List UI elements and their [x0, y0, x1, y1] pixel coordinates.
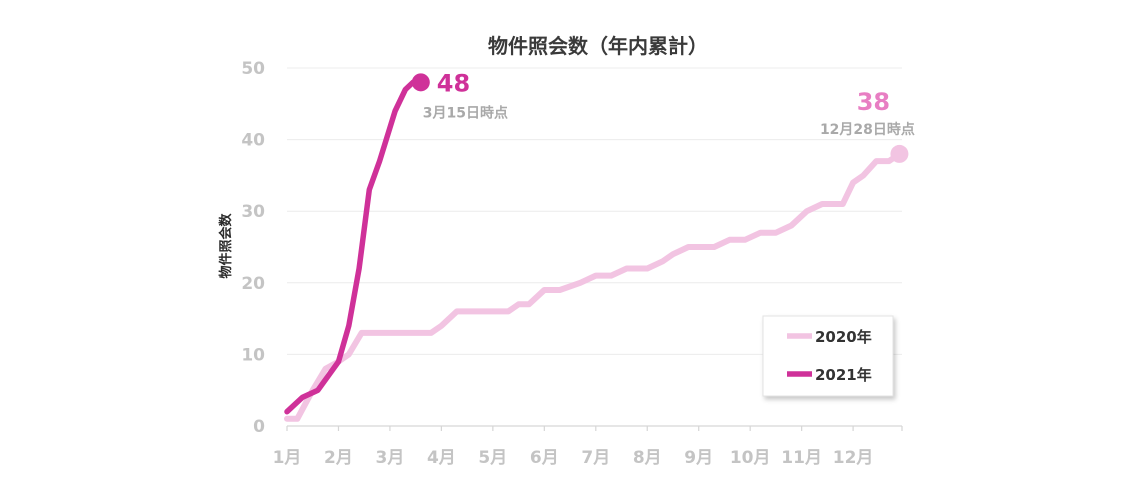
x-tick-label: 11月	[781, 448, 822, 468]
y-tick-label: 40	[241, 131, 265, 151]
x-tick-label: 2月	[324, 448, 353, 468]
x-tick-label: 7月	[581, 448, 610, 468]
annotation-date-2020: 12月28日時点	[820, 121, 915, 138]
x-tick-label: 6月	[530, 448, 559, 468]
y-tick-label: 30	[241, 202, 265, 222]
chart-title: 物件照会数（年内累計）	[488, 34, 708, 58]
y-tick-label: 10	[241, 345, 265, 365]
x-tick-label: 9月	[684, 448, 713, 468]
y-tick-label: 50	[241, 59, 265, 79]
legend-box	[762, 315, 894, 397]
axis-layer: 0 10 20 30 40 50 1月 2月 3月 4月 5月 6月 7月 8月 9月 10月 11月 12月	[241, 59, 903, 468]
series-layer	[284, 73, 909, 422]
y-tick-label: 0	[253, 417, 265, 437]
legend: 2020年 2021年	[762, 315, 894, 397]
x-tick-label: 12月	[833, 448, 874, 468]
legend-label-2021年: 2021年	[815, 366, 872, 384]
x-tick-label: 8月	[633, 448, 662, 468]
x-tick-label: 4月	[427, 448, 456, 468]
annotation-value-2020: 38	[857, 88, 890, 116]
series-end-marker-2020年	[890, 144, 909, 163]
x-tick-label: 10月	[730, 448, 771, 468]
annotation-layer: 48 3月15日時点 38 12月28日時点	[423, 69, 915, 138]
series-line-2021年	[284, 79, 424, 415]
annotation-value-2021: 48	[437, 69, 470, 97]
y-axis-label: 物件照会数	[218, 213, 234, 279]
legend-label-2020年: 2020年	[815, 328, 872, 346]
series-end-marker-2021年	[411, 73, 430, 92]
annotation-date-2021: 3月15日時点	[423, 104, 508, 121]
x-tick-label: 5月	[478, 448, 507, 468]
y-tick-label: 20	[241, 274, 265, 294]
x-tick-label: 1月	[273, 448, 302, 468]
series-line-2020年	[284, 150, 903, 422]
x-tick-label: 3月	[376, 448, 405, 468]
